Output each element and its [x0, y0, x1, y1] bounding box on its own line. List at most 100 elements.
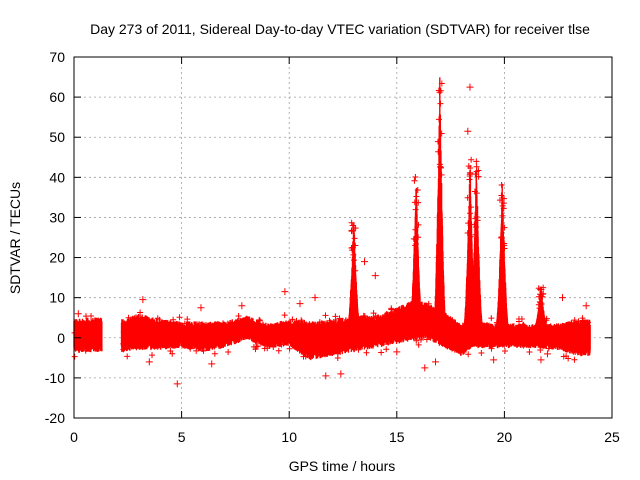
data-point — [464, 194, 471, 201]
data-point — [411, 177, 418, 184]
data-point — [473, 163, 480, 170]
data-spike — [495, 183, 509, 334]
data-point — [145, 341, 152, 348]
data-point — [88, 318, 95, 325]
data-point — [88, 338, 95, 345]
data-point — [498, 328, 505, 335]
x-tick-label: 5 — [178, 429, 186, 445]
data-point — [322, 312, 329, 319]
data-point — [82, 347, 89, 354]
data-point — [500, 205, 507, 212]
data-point — [156, 316, 163, 323]
data-point — [412, 206, 419, 213]
data-point — [193, 329, 200, 336]
data-point — [576, 330, 583, 337]
data-point — [518, 329, 525, 336]
x-tick-label: 20 — [497, 429, 513, 445]
data-point — [200, 340, 207, 347]
data-point — [571, 317, 578, 324]
data-point — [473, 190, 480, 197]
data-point — [363, 349, 370, 356]
data-point — [292, 335, 299, 342]
data-point — [308, 351, 315, 358]
data-point — [301, 319, 308, 326]
data-point — [345, 345, 352, 352]
data-outlier — [464, 127, 472, 135]
data-point — [249, 326, 256, 333]
data-outlier — [197, 304, 205, 312]
data-point — [125, 314, 132, 321]
data-point — [352, 341, 359, 348]
data-point — [476, 337, 483, 344]
data-point — [376, 326, 383, 333]
data-point — [473, 213, 480, 220]
data-point — [435, 116, 442, 123]
data-point — [181, 320, 188, 327]
data-point — [464, 230, 471, 237]
data-point — [289, 316, 296, 323]
data-point — [543, 315, 550, 322]
data-point — [501, 240, 508, 247]
data-point — [266, 342, 273, 349]
data-outlier — [543, 350, 551, 358]
data-point — [488, 315, 495, 322]
data-point — [315, 328, 322, 335]
data-spike — [347, 222, 361, 334]
data-point — [412, 240, 419, 247]
data-point — [307, 331, 314, 338]
y-tick-label: 40 — [49, 169, 65, 185]
data-outlier — [311, 294, 319, 302]
data-point — [348, 219, 355, 226]
data-outlier — [537, 356, 545, 364]
data-point — [473, 158, 480, 165]
data-outlier — [393, 348, 401, 356]
data-point — [120, 330, 127, 337]
data-point — [478, 350, 485, 357]
data-point — [383, 323, 390, 330]
plot-frame — [73, 56, 613, 419]
data-point — [434, 138, 441, 145]
y-tick-label: -20 — [45, 410, 65, 426]
data-point — [471, 221, 478, 228]
y-tick-label: -10 — [45, 370, 65, 386]
data-point — [167, 320, 174, 327]
data-point — [82, 339, 89, 346]
data-point — [536, 298, 543, 305]
data-point — [137, 309, 144, 316]
data-point — [468, 204, 475, 211]
data-point — [252, 346, 259, 353]
data-outlier — [238, 302, 246, 310]
y-tick-label: 70 — [49, 49, 65, 65]
data-point — [467, 164, 474, 171]
data-point — [138, 342, 145, 349]
data-point — [535, 285, 542, 292]
data-point — [383, 346, 390, 353]
data-point — [501, 195, 508, 202]
data-point — [465, 330, 472, 337]
data-point — [502, 347, 509, 354]
data-outlier — [74, 310, 82, 318]
data-point — [163, 338, 170, 345]
data-point — [120, 346, 127, 353]
data-point — [350, 257, 357, 264]
data-point — [134, 339, 141, 346]
data-point — [472, 171, 479, 178]
data-point — [579, 315, 586, 322]
data-point — [372, 312, 379, 319]
data-point — [501, 224, 508, 231]
data-point — [449, 339, 456, 346]
data-point — [219, 334, 226, 341]
data-point — [244, 322, 251, 329]
data-point — [351, 235, 358, 242]
data-point — [465, 351, 472, 358]
data-point — [349, 244, 356, 251]
data-point — [326, 323, 333, 330]
data-point — [83, 323, 90, 330]
data-point — [539, 291, 546, 298]
data-point — [468, 156, 475, 163]
data-point — [521, 333, 528, 340]
data-outlier — [466, 83, 474, 91]
data-outlier — [421, 364, 429, 372]
data-point — [413, 193, 420, 200]
data-point — [87, 344, 94, 351]
